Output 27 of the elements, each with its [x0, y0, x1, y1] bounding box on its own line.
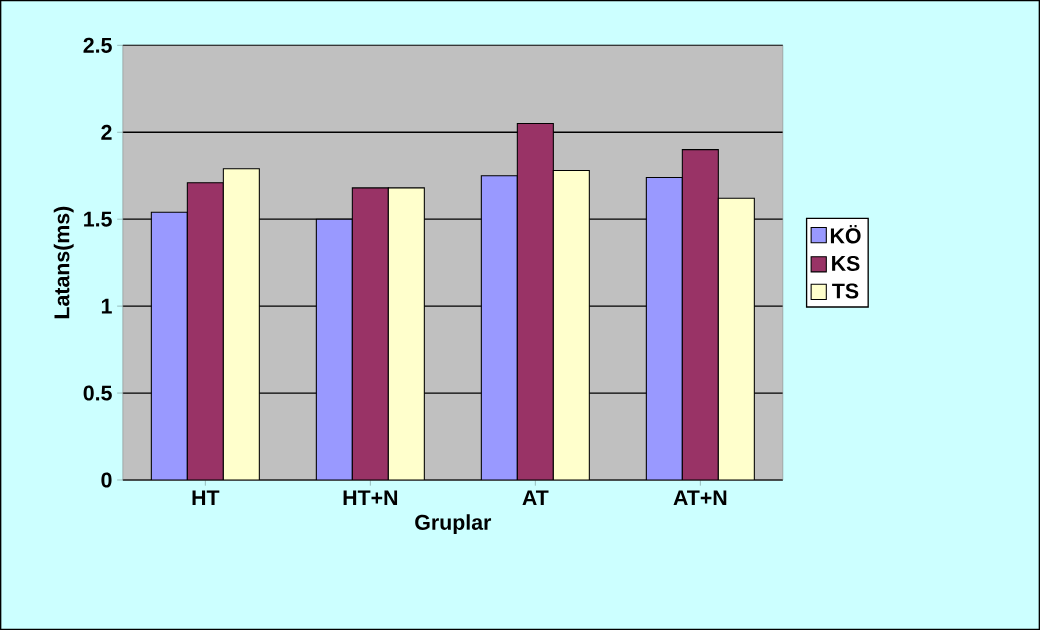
x-tick-label: AT+N	[673, 490, 727, 506]
y-tick-label: 0	[101, 472, 112, 488]
bar	[222, 168, 260, 480]
y-tick-label: 0.5	[83, 385, 112, 401]
bar	[516, 123, 554, 480]
x-tick-label: AT	[522, 490, 549, 506]
x-axis-title: Gruplar	[415, 514, 492, 535]
bar	[681, 149, 719, 480]
x-tick-label: HT+N	[343, 490, 398, 506]
y-tick-label: 1.5	[84, 211, 112, 227]
y-axis-title: Latans(ms)	[53, 206, 74, 319]
legend-label: TS	[832, 283, 859, 299]
bar	[186, 182, 224, 480]
bar	[387, 187, 425, 480]
bar	[351, 187, 389, 480]
legend-label: KÖ	[830, 224, 861, 244]
y-tick-label: 2.5	[83, 37, 112, 53]
bar	[645, 176, 683, 480]
legend-label: KS	[832, 255, 860, 271]
x-tick-label: HT	[192, 490, 220, 506]
bar	[150, 211, 188, 480]
bar	[552, 169, 590, 480]
bar	[717, 197, 755, 480]
y-tick-label: 1	[101, 298, 112, 314]
bar	[315, 218, 353, 480]
bar	[480, 175, 518, 480]
y-tick-label: 2	[101, 124, 112, 140]
